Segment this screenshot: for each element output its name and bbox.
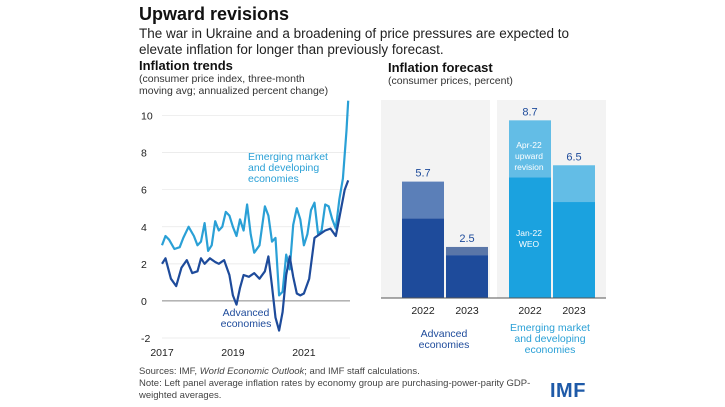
right-panel-subtitle: (consumer prices, percent) bbox=[388, 75, 513, 87]
y-tick-label: 10 bbox=[141, 111, 153, 123]
left-panel-subtitle-1: (consumer price index, three-month bbox=[139, 73, 305, 85]
group-label-advanced-line2: economies bbox=[419, 339, 470, 351]
x-category-label: 2022 bbox=[411, 305, 435, 317]
footer-notes: Sources: IMF, World Economic Outlook; an… bbox=[139, 366, 559, 402]
x-tick-label: 2021 bbox=[292, 347, 316, 359]
adv-series-label-line1: Advanced bbox=[223, 307, 270, 319]
group-label-emerging-line2: and developing bbox=[514, 333, 585, 345]
bar-total-label: 6.5 bbox=[566, 151, 581, 163]
chart-subtitle: The war in Ukraine and a broadening of p… bbox=[139, 26, 569, 57]
annotation-apr22-line3: revision bbox=[514, 162, 544, 172]
left-panel-title: Inflation trends bbox=[139, 58, 233, 73]
adv-series-label-line2: economies bbox=[221, 318, 272, 330]
inflation-trends-chart: -2 0 2 4 6 8 10 2017 2019 2021 bbox=[141, 100, 350, 359]
bar-jan22-0 bbox=[402, 218, 444, 298]
bar-jan22-2 bbox=[509, 177, 551, 298]
bar-total-label: 2.5 bbox=[459, 233, 474, 245]
group-label-emerging-line3: economies bbox=[525, 344, 576, 356]
y-tick-label: 4 bbox=[141, 222, 147, 234]
sources-suffix: ; and IMF staff calculations. bbox=[304, 366, 420, 377]
bar-total-label: 8.7 bbox=[522, 106, 537, 118]
y-tick-label: 2 bbox=[141, 259, 147, 271]
adv-series-line bbox=[161, 180, 350, 332]
em-series-label-line2: and developing bbox=[248, 162, 319, 174]
note-line: Note: Left panel average inflation rates… bbox=[139, 378, 531, 401]
annotation-apr22-line2: upward bbox=[515, 151, 543, 161]
bar-total-label: 5.7 bbox=[415, 168, 430, 180]
em-series-line bbox=[160, 100, 350, 297]
imf-logo: IMF bbox=[550, 380, 586, 402]
y-tick-label: 8 bbox=[141, 148, 147, 160]
x-tick-label: 2017 bbox=[150, 347, 174, 359]
y-tick-label: 0 bbox=[141, 296, 147, 308]
left-panel-subtitle-2: moving avg; annualized percent change) bbox=[139, 85, 329, 97]
bar-apr22-revision-3 bbox=[553, 165, 595, 203]
bar-jan22-1 bbox=[446, 255, 488, 298]
x-category-label: 2023 bbox=[562, 305, 586, 317]
y-tick-label: -2 bbox=[141, 333, 150, 345]
bar-apr22-revision-2 bbox=[509, 120, 551, 178]
y-tick-label: 6 bbox=[141, 185, 147, 197]
x-category-label: 2022 bbox=[518, 305, 542, 317]
em-series-label-line1: Emerging market bbox=[248, 151, 328, 163]
x-category-label: 2023 bbox=[455, 305, 479, 317]
chart-title: Upward revisions bbox=[139, 4, 290, 24]
annotation-jan22-line1: Jan-22 bbox=[516, 228, 542, 238]
bar-apr22-revision-0 bbox=[402, 181, 444, 219]
em-series-label-line3: economies bbox=[248, 173, 299, 185]
right-panel-title: Inflation forecast bbox=[388, 60, 493, 75]
sources-italic: World Economic Outlook bbox=[199, 366, 305, 377]
annotation-apr22-line1: Apr-22 bbox=[516, 140, 542, 150]
bar-jan22-3 bbox=[553, 202, 595, 298]
annotation-jan22-line2: WEO bbox=[519, 239, 540, 249]
x-tick-label: 2019 bbox=[221, 347, 245, 359]
group-label-advanced-line1: Advanced bbox=[421, 328, 468, 340]
group-label-emerging-line1: Emerging market bbox=[510, 322, 590, 334]
inflation-forecast-chart: 5.7 2022 2.5 2023 8.7 2022 6.5 2023 bbox=[381, 100, 606, 317]
sources-prefix: Sources: IMF, bbox=[139, 366, 200, 377]
sources-line: Sources: IMF, World Economic Outlook; an… bbox=[139, 366, 559, 378]
bar-apr22-revision-1 bbox=[446, 246, 488, 256]
